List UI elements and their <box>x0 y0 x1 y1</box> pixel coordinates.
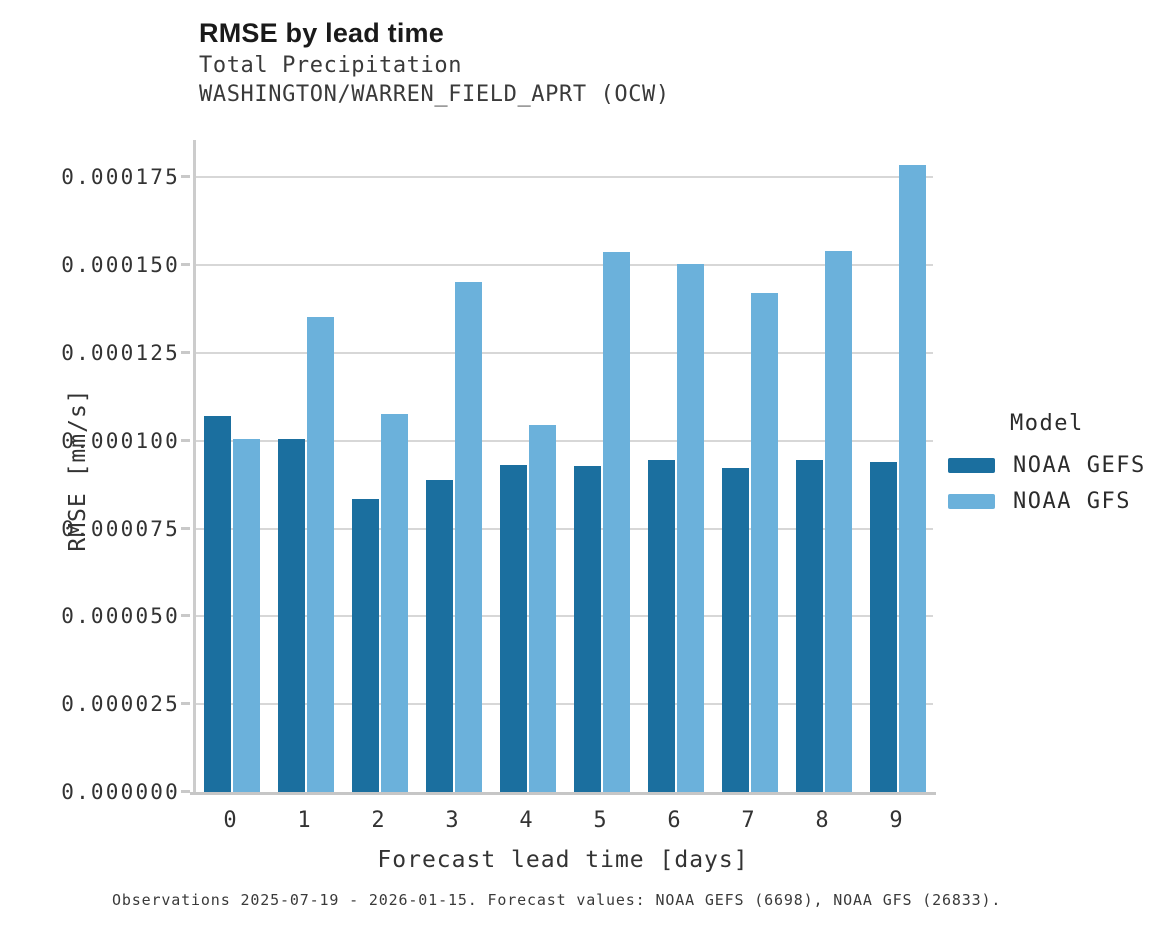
bar-noaa-gefs-lead-7 <box>722 467 749 792</box>
y-tick-mark <box>181 350 190 354</box>
bar-group-lead-5 <box>563 140 637 792</box>
y-tick-label: 0.000050 <box>61 604 180 629</box>
gridline <box>193 439 933 442</box>
bar-group-lead-8 <box>785 140 859 792</box>
y-tick-mark <box>181 263 190 267</box>
bar-noaa-gfs-lead-5 <box>603 252 630 792</box>
y-tick-mark <box>181 790 190 793</box>
x-tick-label: 7 <box>741 808 755 833</box>
y-tick-label: 0.000000 <box>61 780 180 804</box>
chart-subtitle-variable: Total Precipitation <box>199 53 463 78</box>
bar-noaa-gfs-lead-7 <box>751 293 778 792</box>
bar-noaa-gefs-lead-8 <box>796 459 823 792</box>
legend: Model NOAA GEFS NOAA GFS <box>948 410 1168 522</box>
bar-group-lead-7 <box>711 140 785 792</box>
legend-swatch-icon <box>948 493 995 509</box>
y-tick-label: 0.000125 <box>61 340 180 365</box>
bar-noaa-gefs-lead-4 <box>500 464 527 792</box>
x-tick-label: 0 <box>223 808 237 833</box>
y-tick-label: 0.000150 <box>61 253 180 278</box>
bar-noaa-gfs-lead-9 <box>899 164 926 792</box>
bar-noaa-gfs-lead-1 <box>307 316 334 792</box>
x-tick-label: 4 <box>519 808 533 833</box>
legend-title: Model <box>1010 411 1084 436</box>
legend-swatch-icon <box>948 457 995 473</box>
bar-noaa-gefs-lead-0 <box>204 416 231 792</box>
bar-group-lead-6 <box>637 140 711 792</box>
gridline <box>193 527 933 530</box>
y-tick-label: 0.000100 <box>61 428 180 453</box>
y-tick-label: 0.000075 <box>61 516 180 541</box>
bar-noaa-gefs-lead-1 <box>278 439 305 792</box>
footer-caption: Observations 2025-07-19 - 2026-01-15. Fo… <box>112 891 1002 909</box>
y-tick-mark <box>181 438 190 442</box>
y-tick-label: 0.000175 <box>61 165 180 190</box>
bar-group-lead-4 <box>489 140 563 792</box>
x-tick-label: 9 <box>889 808 903 833</box>
y-tick-mark <box>181 175 190 179</box>
bar-noaa-gefs-lead-5 <box>574 466 601 792</box>
gridline <box>193 351 933 354</box>
gridline <box>193 615 933 618</box>
bar-noaa-gfs-lead-0 <box>233 439 260 792</box>
y-axis-spine <box>193 140 196 792</box>
legend-row-noaa-gefs: NOAA GEFS <box>948 450 1168 480</box>
plot-area <box>181 140 936 795</box>
bar-group-lead-3 <box>415 140 489 792</box>
x-tick-label: 3 <box>445 808 459 833</box>
x-axis-title: Forecast lead time [days] <box>377 847 749 873</box>
chart-subtitle-station: WASHINGTON/WARREN_FIELD_APRT (OCW) <box>199 82 670 107</box>
gridline <box>193 703 933 706</box>
x-tick-label: 5 <box>593 808 607 833</box>
y-tick-mark <box>181 702 190 706</box>
legend-row-noaa-gfs: NOAA GFS <box>948 486 1168 516</box>
y-axis-title: RMSE [mm/s] <box>65 388 91 552</box>
chart-title: RMSE by lead time <box>199 18 444 48</box>
bar-noaa-gefs-lead-3 <box>426 480 453 792</box>
x-tick-label: 8 <box>815 808 829 833</box>
legend-label: NOAA GEFS <box>1013 452 1146 478</box>
bar-group-lead-2 <box>341 140 415 792</box>
legend-rows-container: NOAA GEFS NOAA GFS <box>948 450 1168 516</box>
bar-group-lead-1 <box>267 140 341 792</box>
bar-group-lead-0 <box>193 140 267 792</box>
x-tick-label: 1 <box>297 808 311 833</box>
x-tick-label: 6 <box>667 808 681 833</box>
bar-noaa-gfs-lead-4 <box>529 425 556 792</box>
bar-noaa-gefs-lead-6 <box>648 460 675 792</box>
y-tick-mark <box>181 526 190 530</box>
x-tick-label: 2 <box>371 808 385 833</box>
legend-label: NOAA GFS <box>1013 488 1131 514</box>
bar-group-lead-9 <box>859 140 933 792</box>
bar-noaa-gefs-lead-9 <box>870 461 897 792</box>
gridline <box>193 176 933 179</box>
bar-noaa-gfs-lead-3 <box>455 281 482 792</box>
y-tick-label: 0.000025 <box>61 692 180 717</box>
bar-noaa-gfs-lead-6 <box>677 263 704 792</box>
y-tick-mark <box>181 614 190 618</box>
x-axis-spine <box>190 792 936 795</box>
bar-noaa-gfs-lead-8 <box>825 251 852 792</box>
bar-noaa-gefs-lead-2 <box>352 499 379 792</box>
bar-noaa-gfs-lead-2 <box>381 414 408 792</box>
gridline <box>193 264 933 267</box>
